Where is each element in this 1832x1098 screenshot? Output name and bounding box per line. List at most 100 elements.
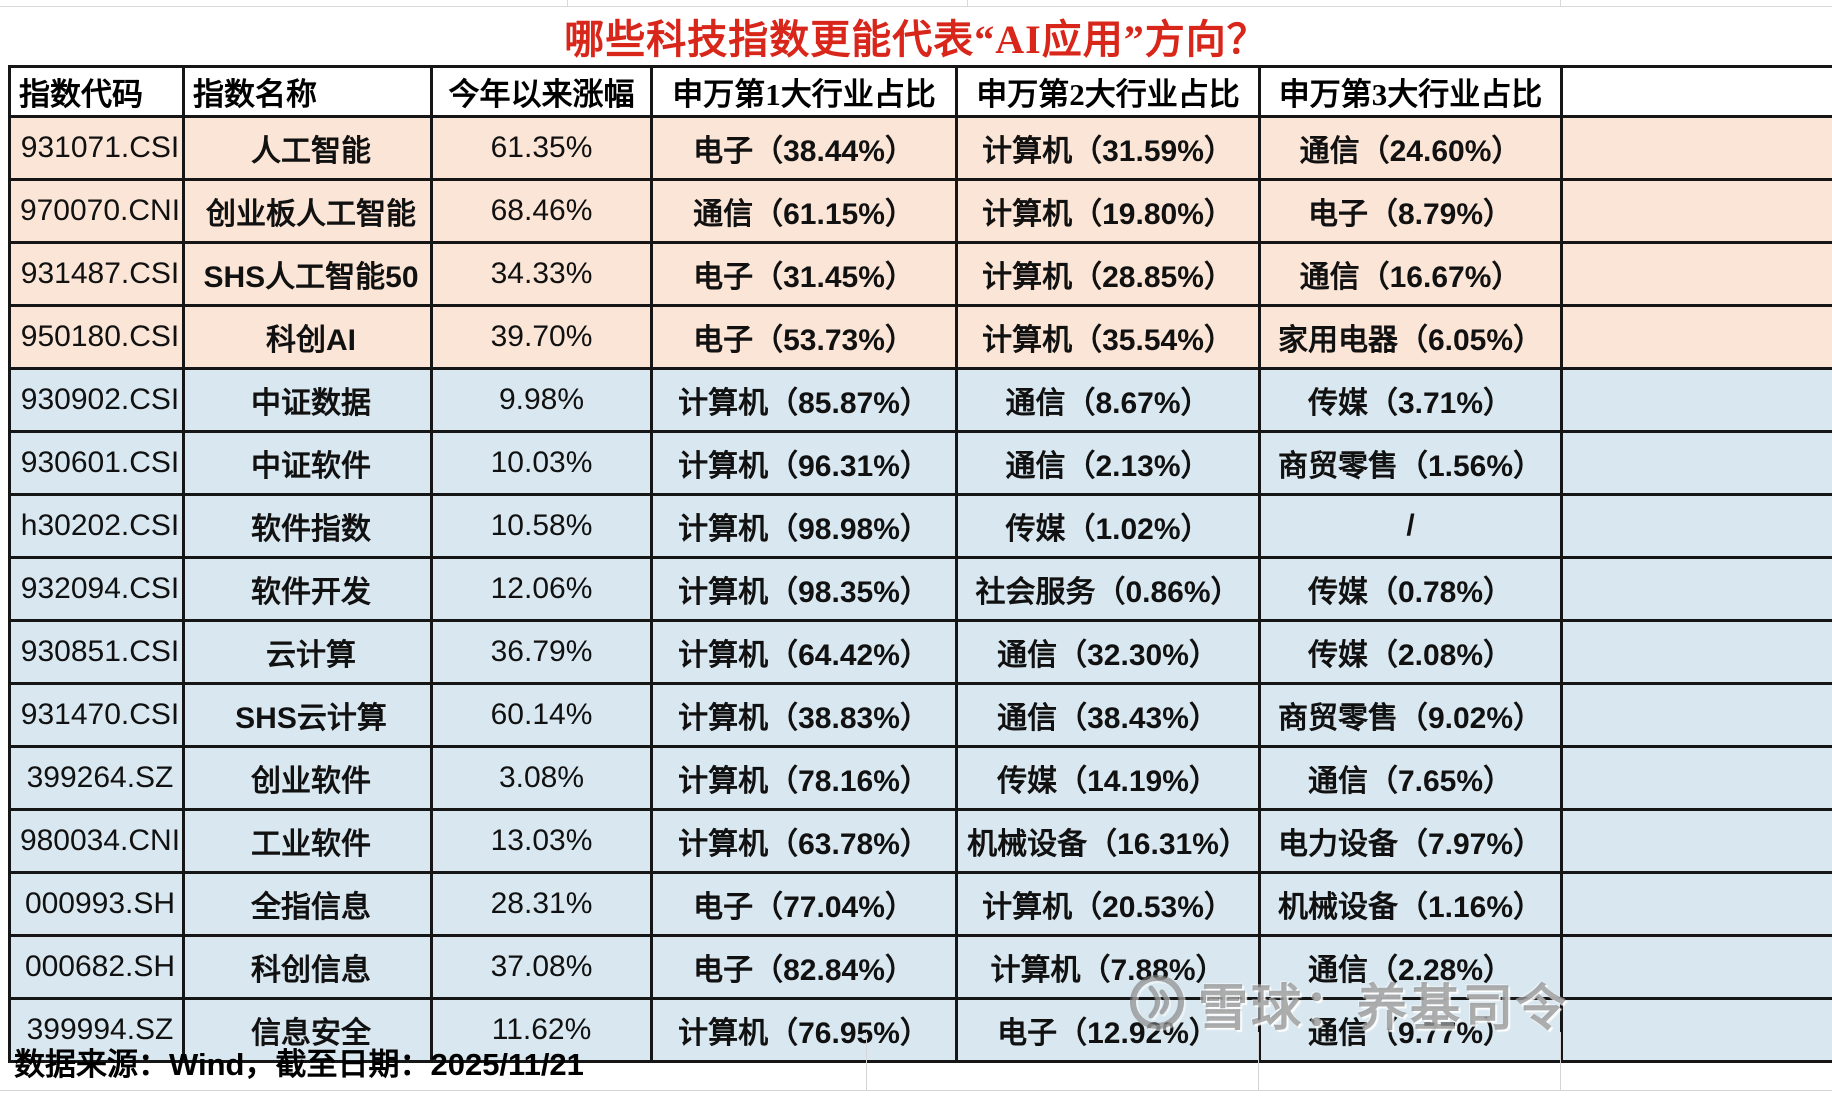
table-row: 931470.CSI SHS云计算 60.14% 计算机（38.83%） 通信（38.4… [8, 682, 1832, 748]
col-header-index-name: 指数名称 [182, 65, 433, 118]
index-code-cell: 950180.CSI [8, 304, 185, 370]
index-code-cell: 399994.SZ [8, 997, 185, 1063]
industry2-cell: 计算机（7.88%） [955, 934, 1261, 1000]
page-title: 哪些科技指数更能代表“AI应用”方向？ [564, 17, 1268, 62]
industry1-cell: 通信（61.15%） [650, 178, 958, 244]
col-header-industry-1: 申万第1大行业占比 [650, 65, 958, 118]
industry1-cell: 电子（77.04%） [650, 871, 958, 937]
overflow-cell [1560, 745, 1832, 811]
overflow-cell [1560, 619, 1832, 685]
index-code-cell: 970070.CNI [8, 178, 185, 244]
index-code-cell: 931487.CSI [8, 241, 185, 307]
index-code-cell: 930601.CSI [8, 430, 185, 496]
industry3-cell: 家用电器（6.05%） [1258, 304, 1563, 370]
bottom-gridline [0, 1090, 1832, 1091]
index-code-cell: 000682.SH [8, 934, 185, 1000]
index-code-cell: 930902.CSI [8, 367, 185, 433]
industry2-cell: 传媒（14.19%） [955, 745, 1261, 811]
header-overflow-cell [1560, 65, 1832, 118]
ytd-change-cell: 11.62% [430, 997, 653, 1063]
index-code-cell: 000993.SH [8, 871, 185, 937]
industry1-cell: 计算机（38.83%） [650, 682, 958, 748]
ytd-change-cell: 12.06% [430, 556, 653, 622]
top-gridline [0, 6, 1832, 7]
index-code-cell: 930851.CSI [8, 619, 185, 685]
table-row: h30202.CSI 软件指数 10.58% 计算机（98.98%） 传媒（1.02%）… [8, 493, 1832, 559]
index-name-cell: 科创信息 [182, 934, 433, 1000]
table-row: 931487.CSI SHS人工智能50 34.33% 电子（31.45%） 计算机（2… [8, 241, 1832, 307]
industry3-cell: 传媒（2.08%） [1258, 619, 1563, 685]
index-code-cell: 932094.CSI [8, 556, 185, 622]
table-row: 000993.SH 全指信息 28.31% 电子（77.04%） 计算机（20.53%）… [8, 871, 1832, 937]
index-name-cell: 科创AI [182, 304, 433, 370]
table-row: 399994.SZ 信息安全 11.62% 计算机（76.95%） 电子（12.92%）… [8, 997, 1832, 1063]
index-name-cell: 人工智能 [182, 115, 433, 181]
industry2-cell: 机械设备（16.31%） [955, 808, 1261, 874]
index-name-cell: 创业软件 [182, 745, 433, 811]
industry1-cell: 电子（31.45%） [650, 241, 958, 307]
index-name-cell: SHS云计算 [182, 682, 433, 748]
ytd-change-cell: 61.35% [430, 115, 653, 181]
index-name-cell: 全指信息 [182, 871, 433, 937]
overflow-cell [1560, 115, 1832, 181]
industry2-cell: 传媒（1.02%） [955, 493, 1261, 559]
col-header-ytd-change: 今年以来涨幅 [430, 65, 653, 118]
header-row: 指数代码 指数名称 今年以来涨幅 申万第1大行业占比 申万第2大行业占比 申万第… [8, 65, 1832, 118]
industry3-cell: / [1258, 493, 1563, 559]
industry1-cell: 计算机（76.95%） [650, 997, 958, 1063]
industry2-cell: 计算机（19.80%） [955, 178, 1261, 244]
industry3-cell: 电力设备（7.97%） [1258, 808, 1563, 874]
industry1-cell: 电子（82.84%） [650, 934, 958, 1000]
overflow-cell [1560, 871, 1832, 937]
industry1-cell: 电子（53.73%） [650, 304, 958, 370]
ytd-change-cell: 37.08% [430, 934, 653, 1000]
industry1-cell: 计算机（64.42%） [650, 619, 958, 685]
index-name-cell: SHS人工智能50 [182, 241, 433, 307]
table-row: 930902.CSI 中证数据 9.98% 计算机（85.87%） 通信（8.67%）传… [8, 367, 1832, 433]
industry1-cell: 计算机（78.16%） [650, 745, 958, 811]
industry1-cell: 计算机（63.78%） [650, 808, 958, 874]
industry3-cell: 通信（9.77%） [1258, 997, 1563, 1063]
col-header-industry-2: 申万第2大行业占比 [955, 65, 1261, 118]
industry2-cell: 计算机（20.53%） [955, 871, 1261, 937]
industry3-cell: 通信（7.65%） [1258, 745, 1563, 811]
ytd-change-cell: 68.46% [430, 178, 653, 244]
index-name-cell: 中证数据 [182, 367, 433, 433]
footer-gridline [866, 1032, 867, 1090]
index-name-cell: 软件开发 [182, 556, 433, 622]
industry3-cell: 商贸零售（9.02%） [1258, 682, 1563, 748]
overflow-cell [1560, 430, 1832, 496]
industry3-cell: 通信（16.67%） [1258, 241, 1563, 307]
ytd-change-cell: 28.31% [430, 871, 653, 937]
table-row: 930851.CSI 云计算 36.79% 计算机（64.42%） 通信（32.30%）… [8, 619, 1832, 685]
ytd-change-cell: 60.14% [430, 682, 653, 748]
industry3-cell: 通信（24.60%） [1258, 115, 1563, 181]
ytd-change-cell: 9.98% [430, 367, 653, 433]
index-name-cell: 创业板人工智能 [182, 178, 433, 244]
overflow-cell [1560, 682, 1832, 748]
ytd-change-cell: 36.79% [430, 619, 653, 685]
ytd-change-cell: 13.03% [430, 808, 653, 874]
title-row: 哪些科技指数更能代表“AI应用”方向？ [0, 7, 1832, 65]
industry1-cell: 计算机（98.98%） [650, 493, 958, 559]
industry2-cell: 电子（12.92%） [955, 997, 1261, 1063]
index-name-cell: 工业软件 [182, 808, 433, 874]
industry2-cell: 通信（32.30%） [955, 619, 1261, 685]
table-row: 399264.SZ 创业软件 3.08% 计算机（78.16%） 传媒（14.19%）通… [8, 745, 1832, 811]
index-name-cell: 中证软件 [182, 430, 433, 496]
index-name-cell: 云计算 [182, 619, 433, 685]
index-code-cell: 931071.CSI [8, 115, 185, 181]
ytd-change-cell: 10.58% [430, 493, 653, 559]
overflow-cell [1560, 808, 1832, 874]
top-grid-tick [1560, 0, 1561, 6]
overflow-cell [1560, 178, 1832, 244]
industry3-cell: 电子（8.79%） [1258, 178, 1563, 244]
table-row: 980034.CNI 工业软件 13.03% 计算机（63.78%） 机械设备（16.3… [8, 808, 1832, 874]
industry3-cell: 传媒（0.78%） [1258, 556, 1563, 622]
index-name-cell: 软件指数 [182, 493, 433, 559]
table-row: 000682.SH 科创信息 37.08% 电子（82.84%） 计算机（7.88%）通… [8, 934, 1832, 1000]
index-table: 指数代码 指数名称 今年以来涨幅 申万第1大行业占比 申万第2大行业占比 申万第… [8, 65, 1832, 1063]
footer-gridline [1560, 1032, 1561, 1090]
industry3-cell: 传媒（3.71%） [1258, 367, 1563, 433]
